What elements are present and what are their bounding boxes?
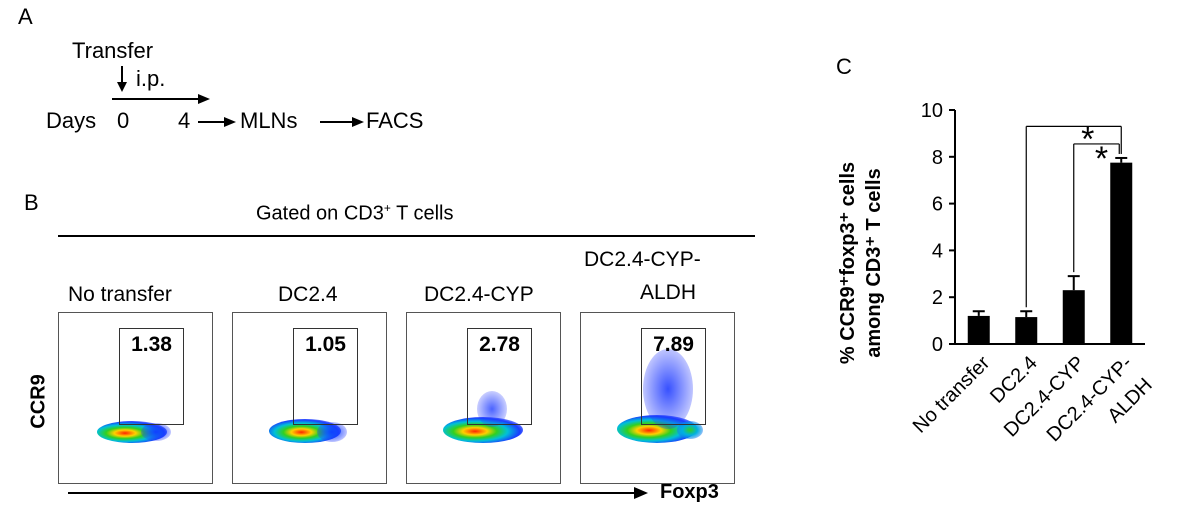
foxp3-axis-arrow bbox=[68, 487, 648, 499]
x-tick-label-0: No transfer bbox=[909, 352, 995, 438]
y-axis-title-line1: % CCR9⁺foxp3⁺ cells bbox=[837, 162, 859, 364]
panel-c-letter: C bbox=[836, 54, 852, 79]
y-tick-label-1: 2 bbox=[932, 287, 943, 309]
y-tick-label-0: 0 bbox=[932, 334, 943, 356]
flow-plot-no-transfer: 1.38 bbox=[58, 312, 213, 484]
gate-dc24: 1.05 bbox=[293, 328, 358, 425]
flow-plot-dc24: 1.05 bbox=[232, 312, 387, 484]
route-label: i.p. bbox=[136, 66, 166, 91]
panel-b-letter: B bbox=[24, 190, 39, 215]
chart-axes: 0 2 4 6 8 10 bbox=[921, 100, 1145, 356]
flow-plot-dc24-cyp: 2.78 bbox=[406, 312, 561, 484]
panel-a-letter: A bbox=[18, 4, 33, 29]
day0-label: 0 bbox=[117, 108, 130, 133]
bar-1 bbox=[1015, 317, 1038, 344]
y-tick-label-5: 10 bbox=[921, 100, 943, 122]
gate-value-dc24-cyp: 2.78 bbox=[479, 333, 520, 356]
bar-chart: % CCR9⁺foxp3⁺ cells among CD3⁺ T cells 0… bbox=[837, 100, 1157, 446]
significance-star-1: * bbox=[1081, 120, 1094, 158]
plot-title-dc24: DC2.4 bbox=[278, 283, 338, 306]
gate-dc24-cyp: 2.78 bbox=[467, 328, 532, 425]
y-tick-label-4: 8 bbox=[932, 147, 943, 169]
gate-value-dc24: 1.05 bbox=[305, 333, 346, 356]
bar-3 bbox=[1110, 162, 1133, 344]
day4-label: 4 bbox=[178, 108, 191, 133]
plot-title-no-transfer: No transfer bbox=[68, 283, 172, 306]
bar-0 bbox=[967, 315, 990, 344]
gated-text: Gated on CD3 bbox=[256, 202, 384, 225]
y-tick-label-2: 4 bbox=[932, 240, 943, 262]
bar-2 bbox=[1062, 290, 1085, 344]
significance-star-2: * bbox=[1095, 140, 1108, 178]
gate-value-no-transfer: 1.38 bbox=[131, 333, 172, 356]
gate-no-transfer: 1.38 bbox=[119, 328, 184, 425]
y-axis-title-line2: among CD3⁺ T cells bbox=[863, 168, 885, 358]
gate-value-dc24-cyp-aldh: 7.89 bbox=[653, 333, 694, 356]
y-axis-title: % CCR9⁺foxp3⁺ cells among CD3⁺ T cells bbox=[837, 162, 885, 364]
gated-sup: + bbox=[383, 201, 391, 215]
arrow-to-facs bbox=[320, 117, 364, 127]
chart-bars bbox=[967, 156, 1133, 344]
schema-arrows bbox=[112, 66, 236, 127]
ccr9-axis-label: CCR9 bbox=[27, 374, 50, 429]
significance-brackets: ** bbox=[1025, 120, 1122, 308]
gated-suffix: T cells bbox=[390, 202, 454, 225]
y-tick-label-3: 6 bbox=[932, 194, 943, 216]
gated-rule bbox=[58, 235, 755, 237]
mlns-label: MLNs bbox=[240, 108, 298, 133]
days-label: Days bbox=[46, 108, 97, 133]
plot-title-dc24-cyp-aldh-2: ALDH bbox=[640, 281, 697, 304]
gate-dc24-cyp-aldh: 7.89 bbox=[641, 328, 706, 425]
plot-title-dc24-cyp: DC2.4-CYP bbox=[424, 283, 534, 306]
flow-plot-dc24-cyp-aldh: 7.89 bbox=[580, 312, 735, 484]
plot-title-dc24-cyp-aldh-1: DC2.4-CYP- bbox=[584, 248, 701, 271]
transfer-label: Transfer bbox=[72, 38, 154, 63]
foxp3-axis-label: Foxp3 bbox=[660, 481, 719, 503]
gated-label: Gated on CD3+ T cells bbox=[256, 201, 454, 226]
facs-label: FACS bbox=[366, 108, 424, 133]
